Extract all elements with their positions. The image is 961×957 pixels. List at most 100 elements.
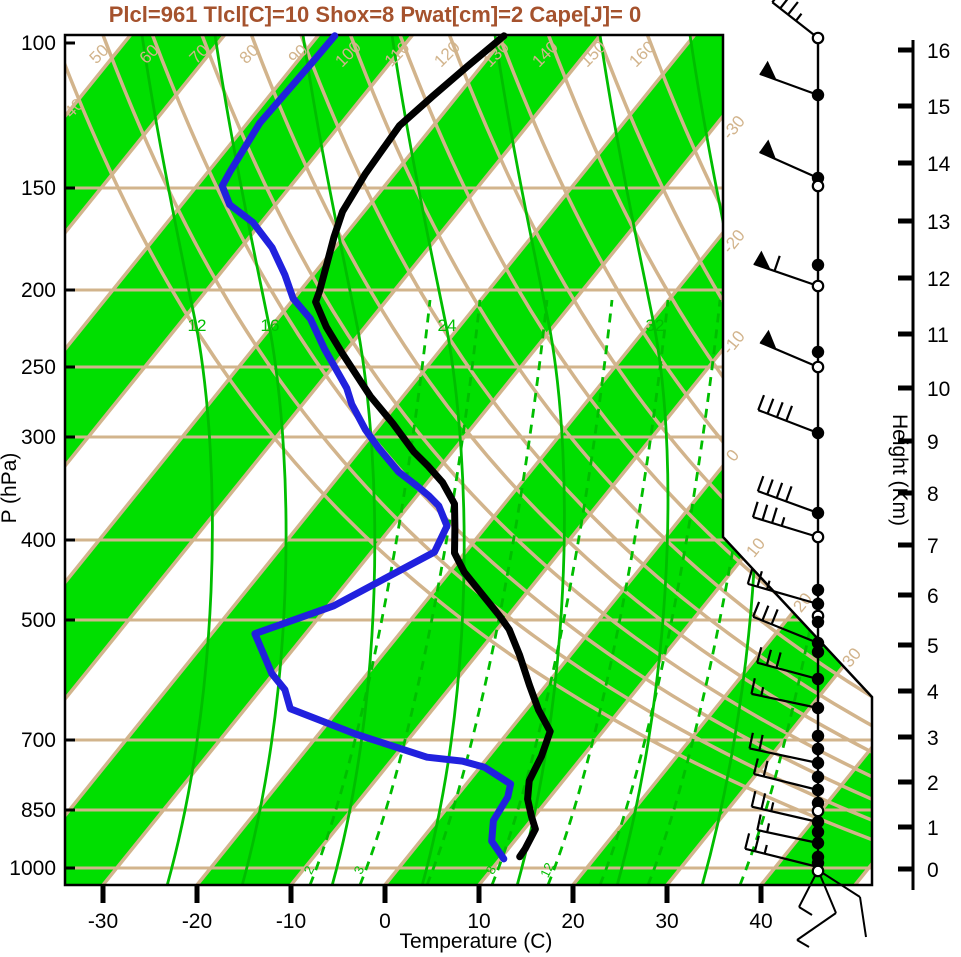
station-dot <box>811 506 825 520</box>
wind-barb-tick <box>773 255 781 272</box>
wind-barb-tick <box>785 485 793 502</box>
height-tick-label: 8 <box>927 483 939 506</box>
wind-barb-half-tick <box>766 823 771 833</box>
wind-barb-half-tick <box>795 12 803 22</box>
temperature-tick-label: 30 <box>655 910 678 933</box>
plot-border-line <box>63 33 874 887</box>
green-band <box>573 35 872 885</box>
isotherm-line <box>65 35 320 885</box>
wind-barb-shaft <box>751 692 819 710</box>
wind-barb-tick <box>748 732 754 749</box>
wind-barb-tick <box>752 758 759 775</box>
height-tick-label: 9 <box>927 431 939 454</box>
dry-adiabat-line <box>200 35 872 885</box>
temperature-axis-label: Temperature (C) <box>400 930 553 953</box>
dry-adiabat-line <box>398 35 872 885</box>
wind-barb-shaft <box>749 747 819 765</box>
station-dot <box>811 645 825 659</box>
temperature-tick-label: 40 <box>749 910 772 933</box>
station-circle <box>811 360 825 374</box>
wind-barb-tick <box>771 0 776 3</box>
wind-barb-tick <box>775 652 782 669</box>
station-dot <box>811 615 825 629</box>
dry-adiabat-line <box>596 35 872 885</box>
isotherm-line <box>65 35 508 885</box>
station-dot <box>811 597 825 611</box>
wind-barb-shaft <box>752 615 819 645</box>
green-band <box>65 35 789 885</box>
wind-barb-tick <box>756 814 762 831</box>
moist-adiabat-label: 32 <box>646 316 665 335</box>
wind-barb-shaft <box>747 582 819 606</box>
wind-barb-shaft <box>757 829 819 845</box>
height-tick-label: 5 <box>927 635 939 658</box>
height-tick-label: 14 <box>927 153 951 176</box>
dry-adiabat-line <box>65 35 872 885</box>
mixing-ratio-line <box>546 299 670 885</box>
station-dot <box>811 756 825 770</box>
dry-adiabat-label: 120 <box>430 37 463 70</box>
wind-barb-shaft <box>751 805 819 824</box>
isotherm-label: 10 <box>742 534 769 561</box>
wind-barb-half-tick <box>770 802 775 812</box>
pressure-axis-label: P (hPa) <box>0 453 21 524</box>
moist-adiabat-label: 24 <box>438 316 457 335</box>
wind-barb-tick <box>775 482 784 499</box>
temperature-tick-label: 10 <box>467 910 490 933</box>
wind-barb-tick <box>752 601 761 618</box>
station-dot <box>811 426 825 440</box>
wind-barb-tick <box>779 0 789 10</box>
station-dot <box>811 742 825 756</box>
wind-barb-tick <box>765 649 773 666</box>
wind-barb-tick <box>756 570 763 587</box>
temperature-tick-label: -20 <box>182 910 212 933</box>
pressure-tick-label: 250 <box>21 356 56 379</box>
isotherm-label: 0 <box>722 446 743 465</box>
moist-adiabat-line <box>390 35 466 885</box>
station-circle <box>811 530 825 544</box>
pressure-tick-label: 400 <box>21 529 56 552</box>
surface-wind-barb <box>796 939 810 948</box>
wind-barb-half-tick <box>763 844 768 854</box>
station-dot <box>811 783 825 797</box>
station-dot <box>811 636 825 650</box>
station-dot <box>811 88 825 102</box>
station-dot <box>811 815 825 829</box>
isotherm-line <box>101 35 790 885</box>
wind-barb-tick <box>751 501 759 518</box>
station-dot <box>811 701 825 715</box>
wind-barb-flag <box>760 329 777 350</box>
temperature-tick-label: -30 <box>88 910 118 933</box>
mixing-ratio-label: 3 <box>351 863 368 876</box>
height-tick-label: 12 <box>927 268 950 291</box>
mixing-ratio-line <box>425 299 549 885</box>
pressure-tick-label: 700 <box>21 729 56 752</box>
wind-barb-half-tick <box>760 686 765 697</box>
wind-barb-flag <box>759 139 776 160</box>
station-circle <box>811 31 825 45</box>
wind-barb-tick <box>766 479 774 495</box>
wind-barb-shaft <box>744 847 819 869</box>
wind-barb-tick <box>770 609 779 625</box>
wind-barb-tick <box>757 394 766 411</box>
wind-barb-tick <box>758 734 764 751</box>
wind-barb-flag <box>759 60 777 80</box>
wind-barb-tick <box>760 793 767 810</box>
surface-wind-barb <box>859 896 867 938</box>
station-dot <box>811 729 825 743</box>
wind-barb-shaft <box>759 150 819 180</box>
station-circle <box>811 804 825 818</box>
pressure-tick-label: 200 <box>21 279 56 302</box>
wind-barb-tick <box>756 475 765 492</box>
height-tick-label: 10 <box>927 378 950 401</box>
height-axis-label: Height (Km) <box>888 414 911 526</box>
height-tick-label: 0 <box>927 859 939 882</box>
height-tick-label: 15 <box>927 96 950 119</box>
wind-barb-tick <box>775 401 784 418</box>
temperature-tick-label: -10 <box>276 910 306 933</box>
station-dot <box>811 672 825 686</box>
wind-barb-shaft <box>752 516 819 539</box>
wind-barb-shaft <box>759 72 819 97</box>
